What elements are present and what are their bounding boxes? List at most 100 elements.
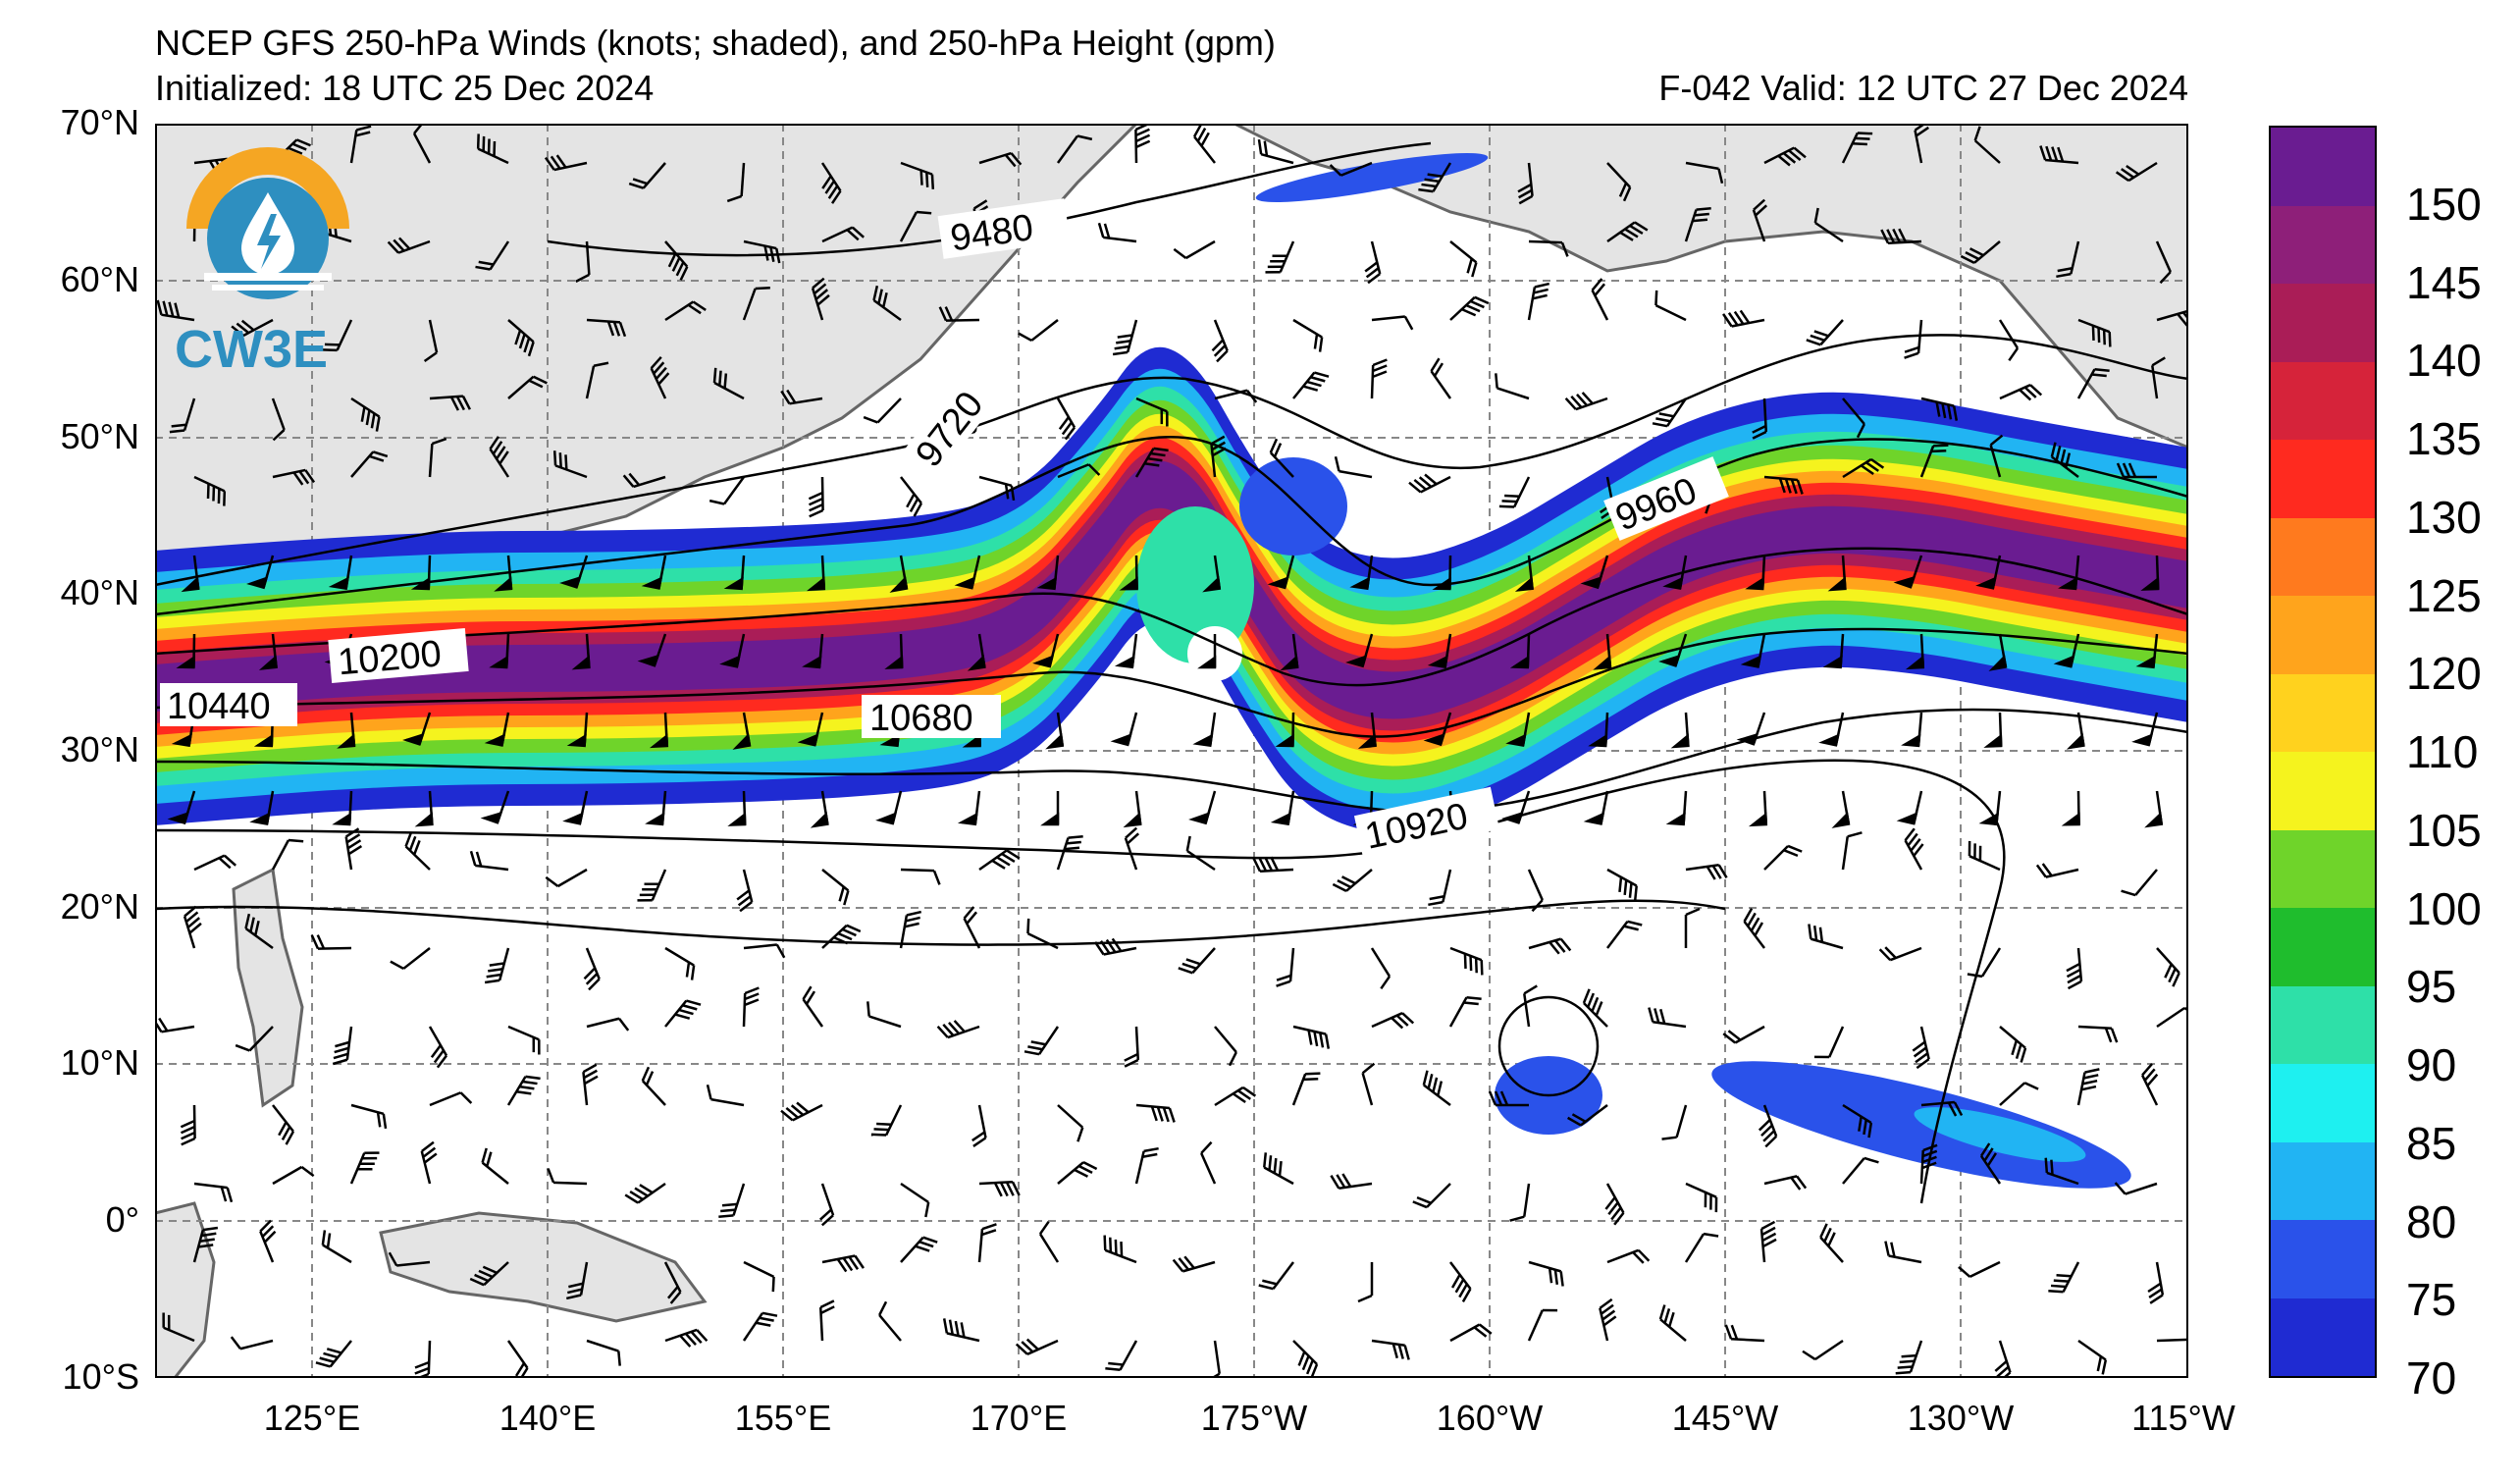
wind-barb: [1114, 633, 1138, 669]
wind-barb: [1564, 392, 1608, 411]
colorbar-segment-15: [2271, 128, 2375, 206]
wind-barb: [585, 361, 609, 399]
wind-barb: [1831, 790, 1851, 828]
wind-barb: [1759, 1220, 1777, 1263]
wind-barb: [1330, 1173, 1373, 1190]
wind-barb: [2053, 633, 2080, 668]
wind-barb: [641, 555, 667, 590]
wind-barb: [900, 476, 923, 517]
wind-barb: [1722, 1025, 1765, 1044]
wind-barb: [1173, 239, 1216, 260]
wind-barb: [1505, 712, 1531, 747]
wind-barb: [1449, 1323, 1493, 1343]
wind-barb: [1842, 1156, 1879, 1185]
wind-barb: [402, 712, 432, 746]
wind-barb: [1517, 162, 1534, 205]
wind-barb: [1110, 712, 1138, 747]
lon-label-140e: 140°E: [499, 1398, 597, 1438]
wind-barb: [1267, 555, 1295, 590]
wind-barb: [1528, 937, 1572, 955]
colorbar-label-85: 85: [2406, 1117, 2457, 1169]
wind-barb: [2066, 712, 2085, 750]
contour-label-10200: 10200: [337, 633, 444, 683]
wind-barb: [1026, 918, 1059, 950]
wind-barb: [2116, 462, 2157, 479]
wind-barb: [1103, 1235, 1137, 1264]
logo-text: CW3E: [175, 320, 328, 379]
wind-barb: [258, 633, 278, 670]
wind-barb: [350, 1103, 388, 1130]
colorbar-label-120: 120: [2406, 648, 2482, 700]
wind-barb: [1036, 555, 1060, 591]
wind-barb: [1523, 984, 1538, 1028]
wind-barb: [1599, 1298, 1617, 1342]
wind-barb: [967, 633, 986, 671]
wind-barb: [156, 299, 195, 322]
wind-barb: [2114, 1182, 2158, 1195]
map-panel[interactable]: 9480 9720 9960 10200 10440 10680 10920: [155, 124, 2188, 1378]
water-drop-lightning-icon: CW3E: [175, 147, 349, 379]
wind-barb: [641, 1066, 666, 1106]
wind-barb: [1763, 475, 1804, 495]
wind-barb: [181, 555, 200, 593]
lon-label-130w: 130°W: [1907, 1398, 2015, 1438]
wind-barb: [1763, 1175, 1808, 1191]
wind-barb: [1661, 1104, 1688, 1140]
wind-barb: [1582, 988, 1608, 1028]
wind-barb: [1357, 712, 1377, 749]
wind-barb: [183, 905, 202, 949]
wind-barb: [663, 1261, 682, 1304]
wind-barb: [469, 1261, 509, 1287]
wind-barb: [2056, 240, 2080, 279]
wind-barb: [1745, 555, 1766, 591]
wind-barb: [349, 1151, 380, 1185]
wind-barb: [420, 1140, 438, 1185]
wind-barb: [2156, 1006, 2188, 1029]
wind-barb: [428, 1026, 448, 1069]
wind-barb: [1056, 835, 1083, 871]
wind-barb: [1197, 634, 1217, 669]
wind-barb: [2147, 1261, 2165, 1304]
wind-barb: [1105, 1340, 1138, 1371]
wind-barb: [1808, 924, 1844, 950]
wind-barb: [1813, 207, 1844, 243]
valid-time: F-042 Valid: 12 UTC 27 Dec 2024: [1658, 68, 2188, 108]
wind-barb: [1975, 555, 2002, 590]
wind-barb: [404, 831, 431, 871]
wind-barb: [506, 1340, 529, 1378]
wind-barb: [410, 555, 432, 591]
wind-barb: [1606, 221, 1649, 243]
wind-barb: [1371, 315, 1414, 331]
colorbar-label-110: 110: [2406, 726, 2479, 777]
wind-barb: [575, 240, 591, 283]
wind-barb: [1430, 357, 1452, 399]
wind-barb: [900, 1182, 930, 1218]
wind-barb: [1015, 1338, 1059, 1355]
wind-barb: [645, 790, 667, 826]
wind-barb: [1994, 1340, 2012, 1378]
wind-barb: [1606, 162, 1632, 202]
colorbar-segment-13: [2271, 284, 2375, 362]
wind-barb: [1752, 198, 1768, 242]
wind-barb: [1488, 1090, 1529, 1107]
logo-sun-arc: [186, 147, 349, 229]
wind-barb: [507, 1025, 541, 1055]
wind-barb: [649, 712, 669, 749]
wind-barb: [1912, 1026, 1930, 1070]
wind-barb: [332, 1026, 353, 1066]
wind-barb: [1842, 397, 1865, 439]
wind-barb: [1423, 712, 1452, 747]
wind-barb: [582, 1063, 599, 1106]
wind-barb: [664, 946, 696, 980]
contour-10440: [155, 627, 2188, 738]
wind-barb: [1427, 633, 1452, 669]
wind-barb: [818, 1183, 835, 1227]
colorbar-segment-12: [2271, 361, 2375, 440]
colorbar-label-95: 95: [2406, 961, 2457, 1013]
wind-barb: [1257, 138, 1294, 165]
wind-barb: [1606, 920, 1643, 949]
lat-label-20n: 20°N: [60, 886, 139, 927]
lon-label-160w: 160°W: [1436, 1398, 1544, 1438]
wind-barb: [1040, 791, 1060, 826]
wind-barb: [1178, 947, 1216, 975]
